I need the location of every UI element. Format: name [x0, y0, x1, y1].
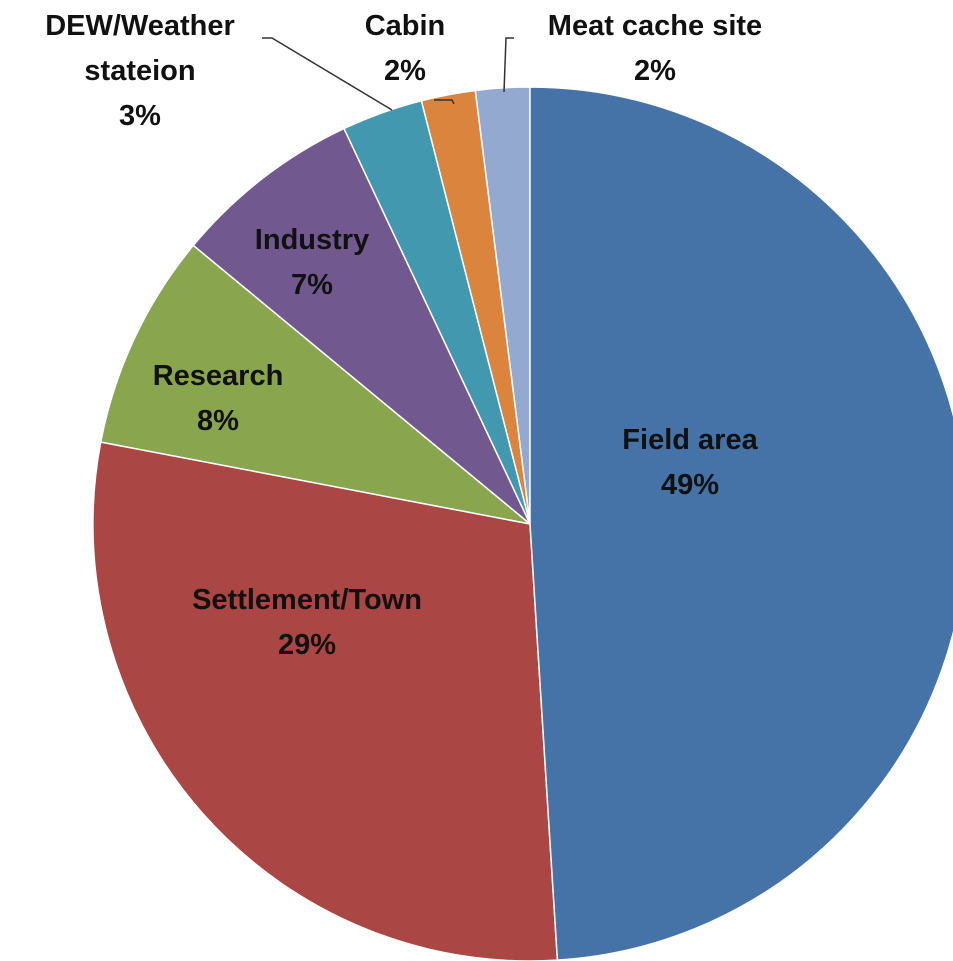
category-label: Research [152, 360, 284, 392]
value-label: 8% [197, 405, 239, 437]
data-label: Research 8% [118, 354, 318, 444]
leader-line [262, 37, 393, 111]
data-label: DEW/Weather stateion 3% [10, 4, 270, 139]
pie-slice [529, 86, 953, 961]
data-label: Settlement/Town 29% [147, 578, 467, 668]
pie-slice [92, 441, 559, 961]
category-label: Meat cache site [547, 10, 763, 42]
category-label: Cabin [364, 10, 446, 42]
category-label: Industry [254, 224, 370, 256]
data-label: Meat cache site 2% [515, 4, 795, 94]
value-label: 2% [384, 55, 426, 87]
leader-line [434, 99, 455, 105]
category-label: DEW/Weather stateion [45, 10, 235, 87]
category-label: Field area [622, 424, 758, 456]
data-label: Industry 7% [212, 218, 412, 308]
category-label: Settlement/Town [192, 584, 422, 616]
data-label: Cabin 2% [345, 4, 465, 94]
value-label: 2% [634, 55, 676, 87]
value-label: 7% [291, 269, 333, 301]
value-label: 49% [660, 469, 720, 501]
data-label: Field area 49% [540, 418, 840, 508]
pie-slice [192, 127, 531, 525]
leader-line [503, 37, 514, 93]
pie-slice [99, 244, 531, 525]
value-label: 29% [277, 629, 337, 661]
value-label: 3% [119, 100, 161, 132]
